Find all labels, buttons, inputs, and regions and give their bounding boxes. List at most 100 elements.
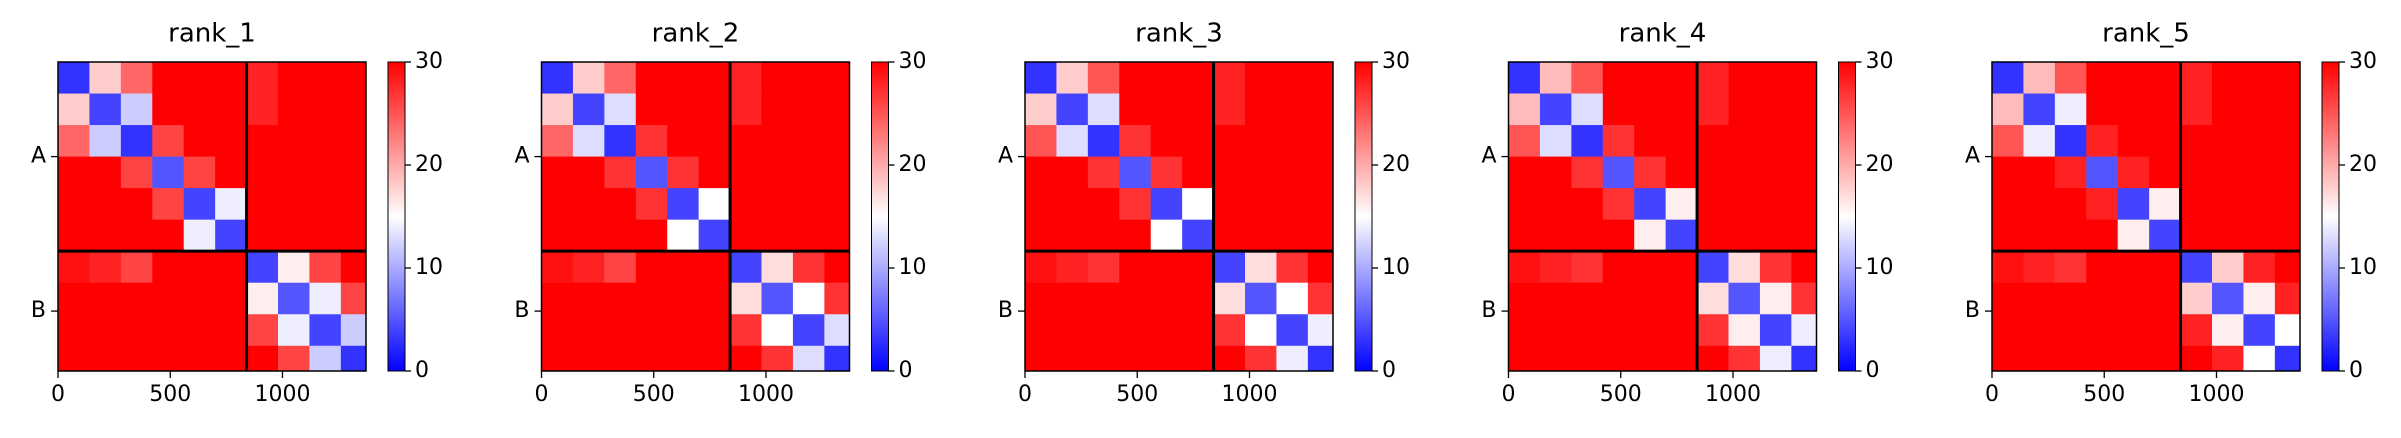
colorbar-tick-label: 20 (415, 152, 443, 177)
heat-cell (2212, 219, 2244, 252)
plot-frame (1024, 61, 1334, 372)
heat-cell (58, 62, 90, 95)
heat-cell (1056, 125, 1089, 158)
heat-cell (730, 345, 762, 372)
heat-cell (2180, 125, 2213, 158)
heat-cell (1056, 345, 1089, 372)
x-tick-label: 1000 (1705, 382, 1761, 407)
heat-cell (1182, 219, 1215, 252)
heat-cell (1150, 345, 1183, 372)
x-tick-label: 500 (2083, 382, 2125, 407)
heat-cell (58, 219, 90, 252)
heat-cell (2054, 219, 2087, 252)
heat-cell (1634, 219, 1667, 252)
heat-cell (1245, 156, 1277, 189)
heat-cell (1508, 345, 1541, 372)
heat-cell (183, 345, 216, 372)
panel-title: rank_5 (2102, 19, 2190, 49)
heat-cell (2212, 62, 2244, 95)
heat-cell (1634, 62, 1667, 95)
heat-cell (761, 156, 794, 189)
heat-cell (340, 125, 367, 158)
heat-cell (58, 156, 90, 189)
colorbar-tick-label: 30 (2349, 49, 2377, 74)
heat-cell (2117, 219, 2150, 252)
heat-cell (2212, 93, 2244, 126)
heat-cell (89, 125, 122, 158)
heat-cell (2243, 345, 2276, 372)
heat-cell (761, 251, 794, 284)
heat-cell (1245, 219, 1277, 252)
y-tick-label: A (31, 144, 46, 169)
heat-cell (824, 188, 850, 221)
heat-cell (340, 219, 367, 252)
heat-cell (152, 314, 185, 347)
colorbar-tick-label: 0 (415, 358, 429, 383)
heat-cell (2023, 188, 2056, 221)
heat-cell (730, 62, 762, 95)
heat-cell (152, 62, 185, 95)
heat-cell (2117, 188, 2150, 221)
y-tick-label: B (1965, 298, 1980, 323)
heat-cell (1992, 251, 2024, 284)
heat-cell (1759, 156, 1792, 189)
heat-cell (1276, 125, 1309, 158)
heat-cell (246, 314, 279, 347)
heat-cell (1508, 251, 1541, 284)
heat-cell (1728, 156, 1761, 189)
heat-cell (1602, 219, 1635, 252)
heat-cell (89, 251, 122, 284)
heat-cell (1634, 125, 1667, 158)
heat-cell (309, 93, 342, 126)
heat-cell (1056, 251, 1089, 284)
heat-cell (89, 282, 122, 315)
heat-cell (1150, 62, 1183, 95)
heat-cell (2117, 125, 2150, 158)
heat-cell (120, 62, 153, 95)
heat-cell (183, 314, 216, 347)
heat-cell (215, 251, 248, 284)
heat-cell (2212, 314, 2244, 347)
heat-cell (2212, 282, 2244, 315)
heat-cell (1665, 345, 1698, 372)
y-tick-label: B (514, 298, 529, 323)
heat-cell (1276, 314, 1309, 347)
heat-cell (1665, 282, 1698, 315)
heat-cell (2180, 282, 2213, 315)
heat-cell (340, 282, 367, 315)
heat-cell (1571, 93, 1604, 126)
heat-cell (1539, 93, 1572, 126)
heat-cell (541, 345, 574, 372)
heat-cell (1276, 282, 1309, 315)
heat-cell (1245, 251, 1277, 284)
heat-cell (1508, 188, 1541, 221)
heat-cell (58, 314, 90, 347)
heat-cell (1307, 188, 1334, 221)
x-tick-label: 1000 (738, 382, 794, 407)
heat-cell (1759, 219, 1792, 252)
heat-cell (698, 156, 731, 189)
colorbar (871, 61, 889, 372)
heat-cell (2243, 62, 2276, 95)
plot-frame (1991, 61, 2301, 372)
heat-cell (120, 93, 153, 126)
heat-cell (572, 219, 605, 252)
heat-cell (761, 282, 794, 315)
heat-cell (1119, 282, 1152, 315)
colorbar-tick-label: 10 (1382, 255, 1410, 280)
heat-cell (1056, 282, 1089, 315)
heat-cell (1602, 62, 1635, 95)
heat-cell (2086, 251, 2119, 284)
heat-cell (340, 251, 367, 284)
heat-cell (1087, 282, 1120, 315)
heat-cell (1697, 93, 1729, 126)
y-tick-label: A (1965, 144, 1980, 169)
heat-cell (1119, 314, 1152, 347)
heat-cell (1213, 219, 1246, 252)
heat-cell (152, 93, 185, 126)
heat-cell (278, 188, 310, 221)
heat-cell (2180, 188, 2213, 221)
heat-cell (1213, 62, 1246, 95)
heat-cell (667, 188, 700, 221)
heat-cell (152, 251, 185, 284)
